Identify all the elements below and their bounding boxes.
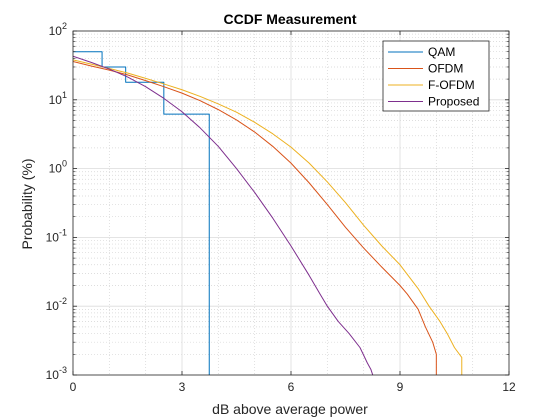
series-line-proposed [73,55,374,375]
y-tick-label: 100 [49,159,67,176]
x-tick-label: 3 [179,380,186,394]
x-tick-label: 9 [397,380,404,394]
x-tick-label: 0 [70,380,77,394]
legend-label-ofdm: OFDM [428,62,463,76]
minor-grid [73,31,509,375]
chart-title: CCDF Measurement [223,11,356,27]
legend: QAM OFDM F-OFDM Proposed [382,40,490,112]
legend-label-qam: QAM [428,45,455,59]
x-axis-label: dB above average power [212,401,368,417]
y-tick-label: 10-2 [46,296,67,313]
series-line-qam [73,51,210,375]
y-tick-label: 10-1 [46,227,67,244]
series-layer [73,51,463,375]
series-line-f-ofdm [73,59,463,375]
x-tick-label: 6 [288,380,295,394]
series-line-ofdm [73,61,437,375]
legend-label-proposed: Proposed [428,95,479,109]
y-tick-label: 10-3 [46,365,67,382]
legend-label-f-ofdm: F-OFDM [428,78,475,92]
y-tick-label: 101 [49,90,67,107]
y-tick-label: 102 [49,21,67,38]
legend-box [382,40,490,112]
tick-labels: 0 3 6 9 12 10-3 10-2 10-1 100 101 102 [46,21,516,394]
y-axis-label: Probability (%) [19,158,35,249]
x-tick-label: 12 [502,380,516,394]
